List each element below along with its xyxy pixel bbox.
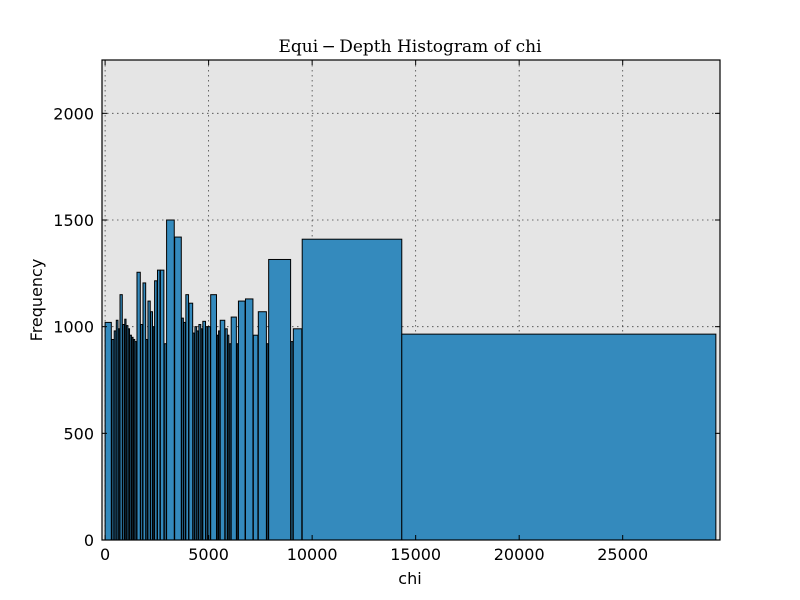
histogram-bar-54 xyxy=(291,342,293,540)
histogram-bar-5 xyxy=(120,295,122,540)
histogram-bar-28 xyxy=(184,322,186,540)
histogram-bar-47 xyxy=(237,344,238,540)
histogram-bar-41 xyxy=(219,331,220,540)
histogram-bar-43 xyxy=(225,329,227,540)
histogram-bar-8 xyxy=(126,326,127,540)
histogram-bar-42 xyxy=(220,320,225,540)
histogram-bar-33 xyxy=(197,331,198,540)
y-tick-label: 1000 xyxy=(53,318,94,337)
histogram-bar-37 xyxy=(206,327,208,540)
histogram-bar-3 xyxy=(116,320,118,540)
histogram-bar-26 xyxy=(175,237,182,540)
histogram-bar-39 xyxy=(211,295,217,540)
histogram-bar-13 xyxy=(135,342,136,540)
histogram-bar-21 xyxy=(155,281,157,540)
histogram-bar-35 xyxy=(201,329,202,540)
histogram-bar-22 xyxy=(157,270,159,540)
histogram-bar-19 xyxy=(151,312,153,540)
chart-title: Equi − Depth Histogram of chi xyxy=(278,37,542,57)
histogram-bar-49 xyxy=(245,299,252,540)
histogram-bar-56 xyxy=(302,239,402,540)
histogram-bar-23 xyxy=(160,270,164,540)
histogram-bar-38 xyxy=(208,327,210,540)
histogram-bar-11 xyxy=(132,337,133,540)
histogram-bar-27 xyxy=(182,318,184,540)
histogram-bar-52 xyxy=(267,344,268,540)
x-tick-label: 15000 xyxy=(390,545,441,564)
histogram-bar-18 xyxy=(148,301,150,540)
histogram-bar-51 xyxy=(258,312,266,540)
y-tick-label: 500 xyxy=(63,424,94,443)
histogram-bar-55 xyxy=(293,329,301,540)
histogram-bar-32 xyxy=(195,327,197,540)
histogram-bar-46 xyxy=(231,317,236,540)
histogram-bar-31 xyxy=(193,333,194,540)
histogram-bar-30 xyxy=(189,303,193,540)
histogram-bar-1 xyxy=(112,339,114,540)
histogram-bar-50 xyxy=(253,335,258,540)
histogram-bar-15 xyxy=(141,325,143,540)
histogram-bar-17 xyxy=(146,339,147,540)
histogram-bar-29 xyxy=(186,295,189,540)
histogram-bar-9 xyxy=(128,329,129,540)
x-tick-label: 0 xyxy=(100,545,110,564)
histogram-bar-7 xyxy=(125,319,126,540)
y-tick-label: 1500 xyxy=(53,211,94,230)
histogram-bar-48 xyxy=(238,301,245,540)
histogram-bar-25 xyxy=(167,220,175,540)
histogram-bar-0 xyxy=(105,322,111,540)
histogram-bar-12 xyxy=(133,339,134,540)
histogram-bar-6 xyxy=(123,325,125,540)
x-axis-label: chi xyxy=(398,569,421,588)
histogram-bar-34 xyxy=(199,325,201,540)
histogram-bar-10 xyxy=(130,335,131,540)
y-axis-label: Frequency xyxy=(27,259,46,342)
histogram-bar-57 xyxy=(402,334,716,540)
x-tick-label: 5000 xyxy=(188,545,229,564)
y-tick-label: 2000 xyxy=(53,104,94,123)
histogram-bar-2 xyxy=(114,331,116,540)
x-tick-label: 25000 xyxy=(597,545,648,564)
x-tick-label: 20000 xyxy=(494,545,545,564)
histogram-bar-36 xyxy=(203,321,206,540)
histogram-bar-53 xyxy=(269,259,291,540)
histogram-bar-16 xyxy=(143,283,146,540)
histogram-bar-4 xyxy=(118,329,119,540)
histogram-bar-20 xyxy=(153,327,154,540)
x-tick-label: 10000 xyxy=(287,545,338,564)
histogram-bar-44 xyxy=(228,335,229,540)
histogram-bar-24 xyxy=(164,344,166,540)
y-tick-label: 0 xyxy=(84,531,94,550)
histogram-bar-40 xyxy=(217,335,218,540)
histogram-bar-45 xyxy=(229,344,230,540)
histogram-bar-14 xyxy=(137,272,140,540)
